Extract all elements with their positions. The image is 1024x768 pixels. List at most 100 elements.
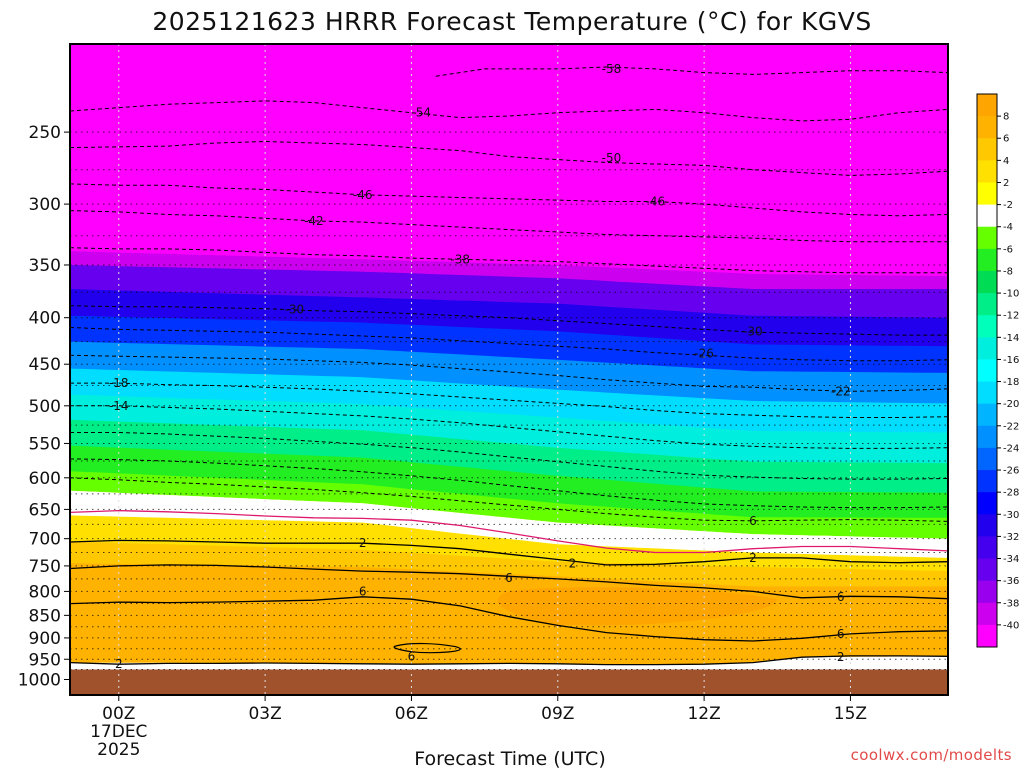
colorbar-label: -40 [1003,620,1019,631]
isotherm-solid [70,655,948,666]
colorbar-label: -28 [1003,488,1019,499]
contour-label: -42 [304,214,324,228]
plot-area: -58 -54 -50 -46 -46 -42 -38 -30 -30 -26 -22 -18 -14 6… [70,44,948,695]
isotherm-closed [393,642,461,654]
colorbar-label: -14 [1003,333,1019,344]
contour-label: 6 [359,584,367,598]
contour-label: -14 [109,399,129,413]
contour-label: 6 [408,649,416,663]
contour-label: -22 [831,384,851,398]
contour-label: 2 [749,551,757,565]
colorbar-label: -22 [1003,421,1019,432]
colorbar-label: -6 [1003,244,1013,255]
colorbar-swatch [977,447,997,471]
colorbar-label: -38 [1003,598,1019,609]
colorbar-swatch [977,204,997,228]
colorbar-swatch [977,536,997,560]
colorbar-label: -8 [1003,266,1013,277]
contour-label: 2 [569,556,577,570]
colorbar-label: -16 [1003,355,1019,366]
colorbar-swatch [977,315,997,338]
contour-label: -46 [353,188,373,202]
contour-label: 6 [837,627,845,641]
colorbar-label: -36 [1003,576,1019,587]
x-axis-label: Forecast Time (UTC) [414,748,605,768]
y-tick-label: 750 [29,557,61,577]
isotherm-solid [70,596,948,642]
credit-link[interactable]: coolwx.com/modelts [851,746,1012,764]
colorbar-swatch [977,470,997,493]
isotherm-dashed [435,66,948,77]
isotherm-dashed [70,100,948,122]
colorbar-label: -2 [1003,200,1013,211]
colorbar-label: -20 [1003,399,1019,410]
colorbar-swatch [977,116,997,139]
colorbar-label: 4 [1003,156,1009,167]
y-tick-label: 300 [29,195,61,215]
colorbar-frame [976,93,998,648]
y-tick-label: 400 [29,309,61,329]
x-tick-sublabel: 17DEC [90,722,147,742]
y-tick-label: 550 [29,434,61,454]
colorbar-label: 6 [1003,134,1009,145]
colorbar-label: -34 [1003,554,1019,565]
ground [70,669,948,695]
y-tick-label: 1000 [18,671,61,691]
colorbar-swatch [977,337,997,360]
x-tick-label: 06Z [395,704,428,724]
colorbar-swatch [977,403,997,427]
colorbar-label: 2 [1003,178,1009,189]
contour-label: -30 [285,303,305,317]
near-freezing-band [70,490,948,558]
contour-label: -58 [602,62,622,76]
colorbar-label: -26 [1003,466,1019,477]
x-tick-label: 03Z [248,704,281,724]
colorbar-swatch [977,558,997,582]
colorbar-swatch [977,492,997,515]
y-tick-label: 650 [29,500,61,520]
y-tick-label: 800 [29,582,61,602]
contour-label: 2 [115,657,123,671]
colorbar-swatch [977,293,997,316]
y-tick-label: 950 [29,650,61,670]
contour-label: 6 [505,571,513,585]
y-tick-label: 500 [29,397,61,417]
contour-label: -50 [602,151,622,165]
x-tick-sublabel: 2025 [97,740,140,760]
y-tick-label: 850 [29,606,61,626]
x-tick-label: 00Z [102,704,135,724]
colorbar-swatch [977,160,997,183]
colorbar-label: -10 [1003,289,1019,300]
y-tick-label: 350 [29,256,61,276]
colorbar-swatch [977,602,997,626]
colorbar-swatch [977,425,997,449]
isotherm-dashed [70,140,948,176]
colorbar-swatch [977,226,997,250]
contour-label: 6 [749,514,757,528]
contour-label: 2 [837,650,845,664]
colorbar-swatch [977,94,997,117]
colorbar-label: -30 [1003,510,1019,521]
colorbar-swatch [977,359,997,383]
colorbar-label: -12 [1003,311,1019,322]
colorbar-label: 8 [1003,112,1009,123]
colorbar-swatch [977,270,997,294]
contour-label: -46 [646,194,666,208]
colorbar-label: -32 [1003,532,1019,543]
colorbar-label: -18 [1003,377,1019,388]
colorbar-swatch [977,624,997,648]
y-axis: 250 300 350 400 450 500 550 600 650 700 750 800 850 9… [18,123,70,691]
y-tick-label: 600 [29,469,61,489]
x-tick-label: 09Z [541,704,574,724]
contour-label: -26 [694,347,714,361]
contour-label: -30 [743,324,763,338]
x-tick-label: 15Z [834,704,867,724]
y-tick-label: 900 [29,629,61,649]
y-tick-label: 700 [29,530,61,550]
warm-core-region [497,587,778,626]
x-tick-label: 12Z [687,704,720,724]
contour-label: 2 [359,536,367,550]
colorbar-legend: 8 6 4 2 -2 -4 -6 -8 -10 -12 -14 -16 -18 -20 -22 -24 -26 -… [976,93,1019,648]
